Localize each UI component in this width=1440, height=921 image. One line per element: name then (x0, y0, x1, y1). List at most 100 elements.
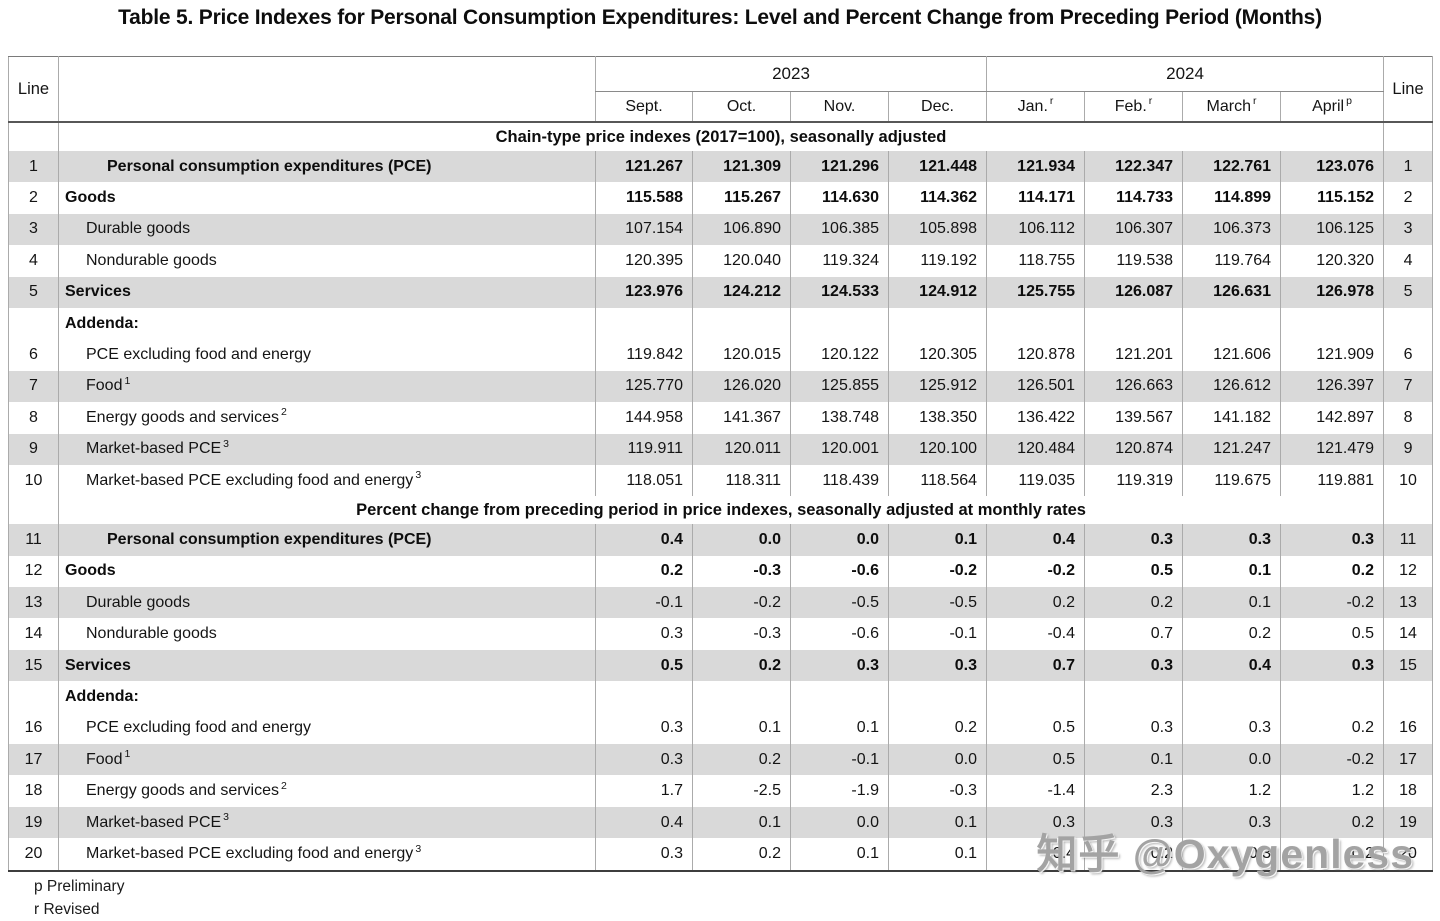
line-number-cell: 6 (29, 346, 38, 364)
table-row-line-15: 15 Services 0.5 0.2 0.3 0.3 0.7 0.3 0.4 0.3 15 (8, 649, 1433, 682)
row-label: Addenda: (58, 307, 596, 340)
section-heading: Chain-type price indexes (2017=100), sea… (57, 122, 1384, 151)
value-cell: 125.855 (790, 370, 889, 403)
value-cell: -0.3 (692, 618, 791, 650)
value-cell: 126.631 (1182, 276, 1281, 308)
value-cell: 0.3 (595, 618, 693, 650)
value-cell: 0.0 (790, 524, 889, 556)
table-row-line-9: 9 Market-based PCE 3 119.911 120.011 120.001 1… (8, 433, 1433, 465)
line-number-cell: 10 (24, 471, 43, 489)
row-label: Goods (58, 182, 596, 214)
value-cell (1280, 307, 1384, 340)
value-cell: 120.040 (692, 245, 791, 277)
month-header-jan: Jan. r (986, 91, 1085, 123)
value-cell: 1.2 (1182, 775, 1281, 807)
line-number-cell (1383, 496, 1433, 525)
footnote-marker: r (1148, 95, 1153, 108)
value-cell: 123.076 (1280, 151, 1384, 183)
value-cell: -0.3 (887, 775, 987, 807)
row-label: Durable goods (58, 587, 596, 619)
table-row-line-12: 12 Goods 0.2 -0.3 -0.6 -0.2 -0.2 0.5 0.1 0.2 12 (9, 555, 1433, 588)
value-cell: 120.001 (790, 433, 889, 465)
value-cell: -0.2 (1280, 587, 1384, 619)
value-cell: 141.182 (1182, 402, 1281, 434)
value-cell: 0.3 (1280, 649, 1384, 682)
value-cell: 0.5 (595, 649, 693, 682)
value-cell: 0.5 (1280, 618, 1384, 650)
line-number-cell: 14 (1383, 618, 1433, 650)
value-cell: 0.2 (887, 712, 987, 745)
value-cell: 0.2 (1280, 555, 1384, 588)
value-cell: 0.3 (1182, 806, 1281, 839)
value-cell: 144.958 (595, 402, 693, 434)
value-cell (887, 681, 987, 713)
line-number-cell: 7 (8, 370, 59, 403)
line-number-cell (9, 681, 59, 712)
value-cell: 119.035 (986, 464, 1085, 497)
line-number-cell: 16 (24, 719, 43, 737)
value-cell: -0.2 (887, 555, 987, 588)
value-cell: -0.3 (692, 555, 791, 588)
table-row-line-16: 16 PCE excluding food and energy 0.3 0.1 0.1… (9, 712, 1433, 745)
value-cell: 119.911 (595, 433, 693, 465)
value-cell: 123.976 (595, 276, 693, 308)
pce-price-index-table: Line 2023 2024 Line Sept. Oct. Nov. Dec. Jan… (8, 56, 1434, 872)
value-cell: 122.347 (1084, 151, 1183, 183)
line-number-cell (1383, 681, 1433, 713)
value-cell: 1.7 (595, 775, 693, 807)
table-row-line-6: 6 PCE excluding food and energy 119.842 120… (9, 339, 1433, 371)
table-row-line-1: 1 Personal consumption expenditures (PCE)… (8, 151, 1433, 183)
value-cell: 0.2 (1280, 806, 1384, 839)
value-cell: 0.2 (692, 744, 791, 776)
value-cell (692, 681, 791, 713)
value-cell: 115.588 (595, 182, 693, 214)
value-cell: 0.3 (790, 649, 889, 682)
value-cell: 0.3 (1084, 712, 1183, 745)
line-number-cell: 19 (8, 806, 59, 839)
line-number-cell: 6 (1383, 339, 1433, 371)
value-cell (986, 307, 1085, 340)
value-cell: 125.912 (887, 370, 987, 403)
month-header-nov: Nov. (790, 91, 889, 123)
line-number-cell: 5 (1383, 276, 1433, 308)
value-cell: 106.385 (790, 213, 889, 246)
footnote-marker: 2 (281, 779, 287, 792)
value-cell: -0.5 (887, 587, 987, 619)
row-label: Market-based PCE 3 (58, 433, 596, 465)
row-label: PCE excluding food and energy (58, 339, 596, 371)
value-cell: 119.192 (887, 245, 987, 277)
table-row-line-2: 2 Goods 115.588 115.267 114.630 114.362 114.17… (9, 182, 1433, 214)
row-label: Services (58, 649, 596, 682)
line-number-cell: 13 (8, 587, 59, 619)
month-header-row: Sept. Oct. Nov. Dec. Jan. r Feb. r March r April p (9, 91, 1433, 123)
value-cell: 118.755 (986, 245, 1085, 277)
line-number-cell (9, 122, 59, 151)
line-number-cell: 17 (1383, 744, 1433, 776)
value-cell: 0.3 (1182, 712, 1281, 745)
line-number-cell: 5 (8, 276, 59, 308)
value-cell: 0.1 (790, 838, 889, 871)
value-cell: 120.878 (986, 339, 1085, 371)
value-cell: 138.748 (790, 402, 889, 434)
value-cell: 124.533 (790, 276, 889, 308)
value-cell: 0.3 (887, 649, 987, 682)
value-cell: 126.397 (1280, 370, 1384, 403)
line-number-cell: 12 (24, 562, 43, 580)
value-cell: 0.1 (1084, 744, 1183, 776)
value-cell: 0.2 (1280, 712, 1384, 745)
value-cell: 0.7 (1084, 618, 1183, 650)
value-cell: 0.2 (1084, 587, 1183, 619)
value-cell: 124.912 (887, 276, 987, 308)
value-cell: 0.1 (692, 806, 791, 839)
row-label: Food 1 (58, 370, 596, 403)
value-cell: 107.154 (595, 213, 693, 246)
value-cell: 0.2 (1280, 838, 1384, 871)
watermark-text: 知乎 @Oxygenless (1036, 831, 1414, 877)
line-number-cell: 15 (8, 649, 59, 682)
value-cell: 119.881 (1280, 464, 1384, 497)
line-number-cell: 14 (24, 625, 43, 643)
footnote-marker: r (1252, 95, 1257, 108)
value-cell: 0.3 (1182, 838, 1281, 871)
footnote-marker: 1 (124, 375, 131, 388)
footnote-marker: 2 (281, 406, 287, 419)
